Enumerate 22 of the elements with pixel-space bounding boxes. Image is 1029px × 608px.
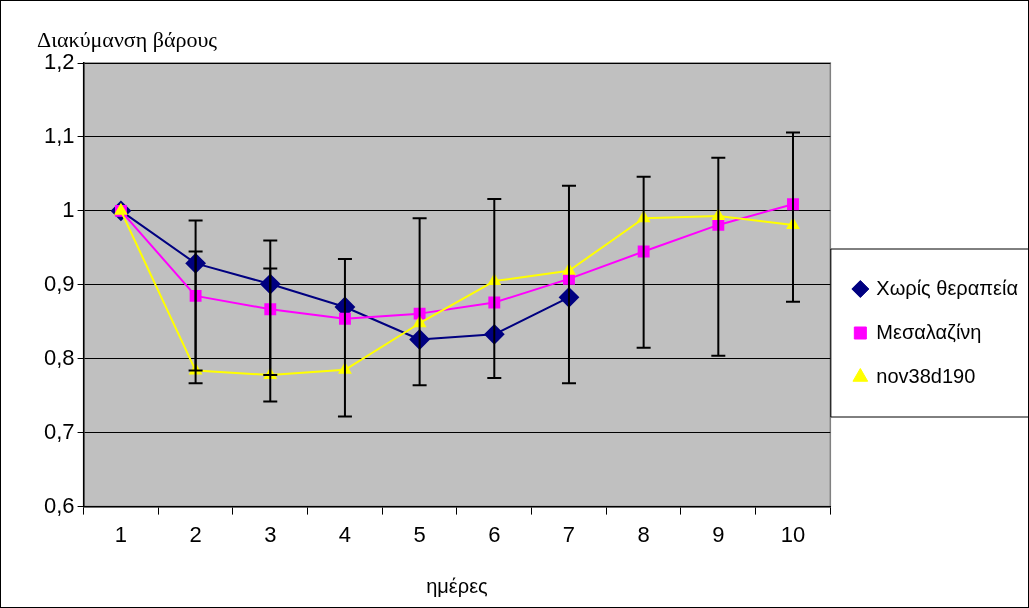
y-tick-label: 0,8: [43, 344, 75, 370]
x-tick-label: 5: [413, 521, 426, 547]
y-tick-label: 1: [62, 196, 75, 222]
legend-label: Χωρίς θεραπεία: [876, 276, 1018, 299]
legend-label: nov38d190: [876, 364, 976, 387]
y-tick-label: 0,7: [43, 418, 75, 444]
y-tick-label: 1,2: [43, 49, 75, 75]
x-tick-label: 8: [637, 521, 650, 547]
x-tick-label: 6: [488, 521, 501, 547]
x-tick-label: 1: [114, 521, 128, 547]
y-tick-label: 0,9: [43, 270, 75, 296]
legend-label: Μεσαλαζίνη: [876, 320, 982, 343]
y-tick-label: 0,6: [43, 492, 75, 518]
x-tick-label: 4: [338, 521, 352, 547]
y-tick-label: 1,1: [43, 123, 75, 148]
x-tick-label: 2: [189, 521, 202, 547]
x-tick-label: 3: [264, 521, 277, 547]
x-tick-label: 9: [712, 521, 725, 547]
x-tick-label: 10: [780, 521, 806, 547]
x-tick-label: 7: [562, 521, 576, 547]
x-axis-title: ημέρες: [426, 574, 489, 597]
y-axis-title: Διακύμανση βάρους: [37, 26, 218, 52]
